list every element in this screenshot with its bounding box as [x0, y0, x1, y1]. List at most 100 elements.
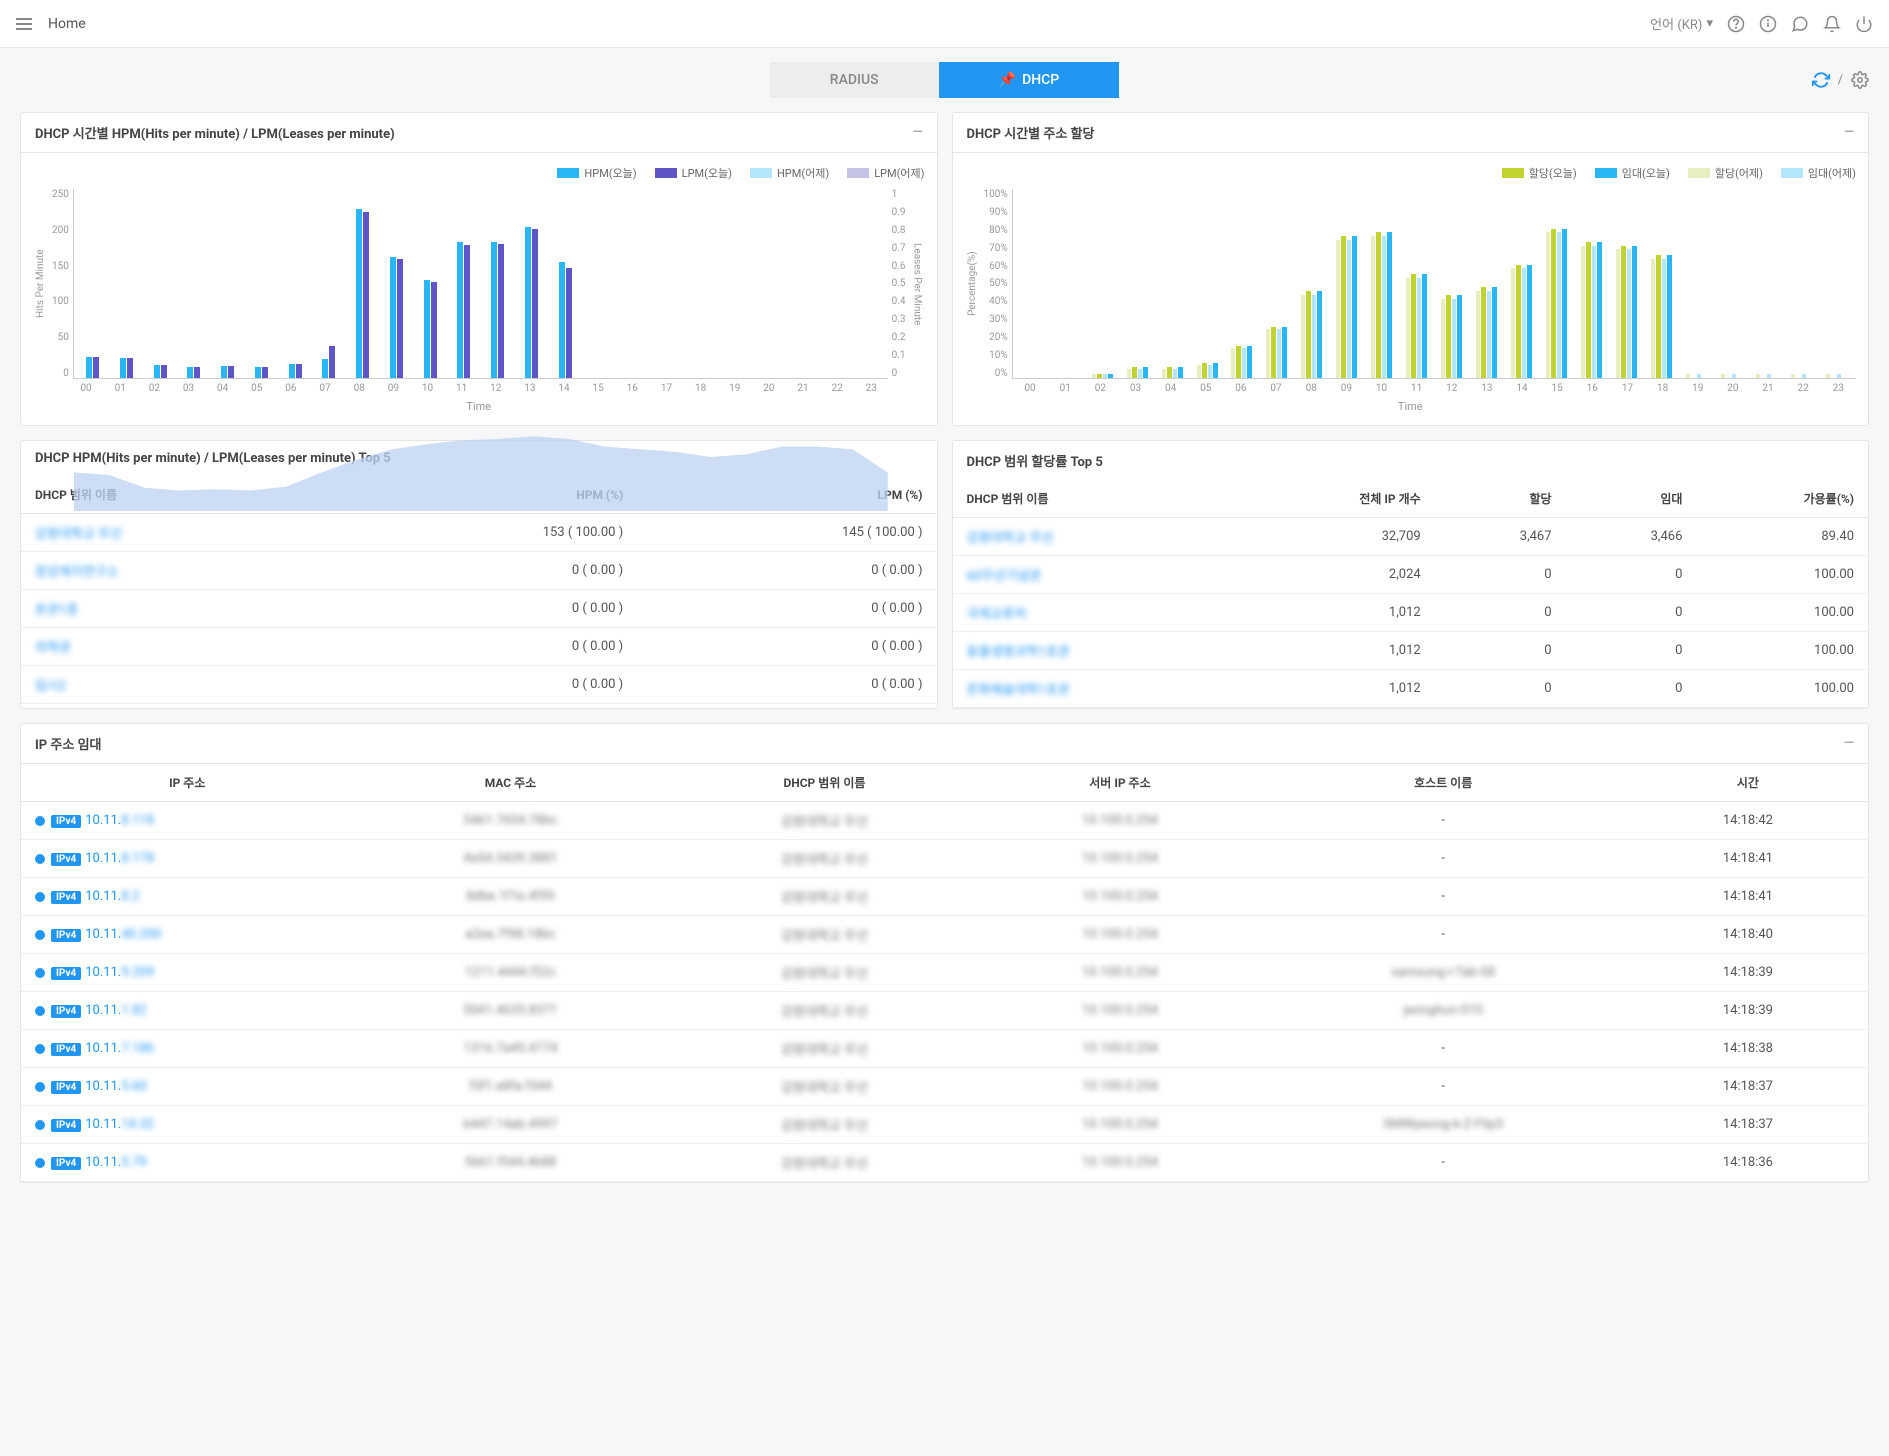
- refresh-icon[interactable]: [1812, 71, 1830, 89]
- bar-group: [76, 189, 110, 378]
- legend-item[interactable]: LPM(오늘): [655, 165, 732, 181]
- status-dot: [35, 892, 45, 902]
- settings-icon[interactable]: [1851, 71, 1869, 89]
- bar-group: [177, 189, 211, 378]
- ip-link[interactable]: 10.11.14.32: [85, 1117, 154, 1132]
- legend-item[interactable]: LPM(어제): [847, 165, 924, 181]
- ip-link[interactable]: 10.11.5.60: [85, 1079, 146, 1094]
- chat-icon[interactable]: [1791, 15, 1809, 33]
- table-row[interactable]: 임시20 ( 0.00 )0 ( 0.00 ): [21, 666, 937, 704]
- table-row[interactable]: IPv410.11.40.200a2ea.7f98.18bc강원대학교 무선10…: [21, 916, 1868, 954]
- ipv4-badge: IPv4: [51, 967, 81, 980]
- pin-icon: 📌: [999, 72, 1016, 88]
- table-row[interactable]: 의학관0 ( 0.00 )0 ( 0.00 ): [21, 628, 937, 666]
- legend-item[interactable]: 임대(오늘): [1595, 165, 1670, 181]
- table-row[interactable]: IPv410.11.8.1784a54.3439.3881강원대학교 무선10.…: [21, 840, 1868, 878]
- bar-group: [582, 189, 616, 378]
- chart1-legend: HPM(오늘) LPM(오늘) HPM(어제) LPM(어제): [33, 165, 925, 181]
- legend-item[interactable]: HPM(어제): [750, 165, 829, 181]
- bar-group: [1714, 189, 1749, 378]
- separator: /: [1838, 73, 1843, 88]
- legend-item[interactable]: 할당(어제): [1688, 165, 1763, 181]
- panel-title: DHCP 범위 할당률 Top 5: [953, 441, 1869, 480]
- x-label: Time: [965, 400, 1857, 413]
- collapse-icon[interactable]: —: [913, 125, 923, 140]
- col-name: DHCP 범위 이름: [21, 476, 338, 514]
- y-label: Percentage(%): [965, 189, 980, 379]
- ip-link[interactable]: 10.11.8.178: [85, 851, 154, 866]
- ip-link[interactable]: 10.11.5.79: [85, 1155, 146, 1170]
- table-row[interactable]: IPv410.11.1.825041.4635.8371강원대학교 무선10.1…: [21, 992, 1868, 1030]
- x-ticks: 0001020304050607080910111213141516171819…: [1013, 383, 1857, 394]
- bar-group: [413, 189, 447, 378]
- table-row[interactable]: 동물생명과학1호관1,01200100.00: [953, 632, 1869, 670]
- bar-group: [1784, 189, 1819, 378]
- ip-link[interactable]: 10.11.9.209: [85, 965, 154, 980]
- ip-link[interactable]: 10.11.8.2: [85, 889, 139, 904]
- table-row[interactable]: 60주년기념관2,02400100.00: [953, 556, 1869, 594]
- language-selector[interactable]: 언어 (KR) ▾: [1650, 14, 1713, 33]
- ipv4-badge: IPv4: [51, 1119, 81, 1132]
- collapse-icon[interactable]: —: [1844, 736, 1854, 751]
- bar-group: [379, 189, 413, 378]
- ip-link[interactable]: 10.11.1.82: [85, 1003, 146, 1018]
- bar-group: [1155, 189, 1190, 378]
- bar-group: [143, 189, 177, 378]
- table-row[interactable]: IPv410.11.8.28dbe.1f1e.4f59강원대학교 무선10.10…: [21, 878, 1868, 916]
- bell-icon[interactable]: [1823, 15, 1841, 33]
- table-row[interactable]: IPv410.11.5.60f3f1.e8fa.f344강원대학교 무선10.1…: [21, 1068, 1868, 1106]
- bar-group: [1504, 189, 1539, 378]
- ip-link[interactable]: 10.11.40.200: [85, 927, 161, 942]
- menu-icon[interactable]: [16, 18, 32, 30]
- info-icon[interactable]: [1759, 15, 1777, 33]
- tab-radius[interactable]: RADIUS: [770, 62, 939, 98]
- table-row[interactable]: IPv410.11.5.795661.f544.4688강원대학교 무선10.1…: [21, 1144, 1868, 1182]
- table-row[interactable]: 창강제지연구소0 ( 0.00 )0 ( 0.00 ): [21, 552, 937, 590]
- legend-item[interactable]: 임대(어제): [1781, 165, 1856, 181]
- bar-group: [1294, 189, 1329, 378]
- legend-item[interactable]: 할당(오늘): [1502, 165, 1577, 181]
- top5-alloc-table: DHCP 범위 이름 전체 IP 개수 할당 임대 가용률(%) 강원대학교 무…: [953, 480, 1869, 708]
- ip-link[interactable]: 10.11.7.186: [85, 1041, 154, 1056]
- ipv4-badge: IPv4: [51, 1005, 81, 1018]
- help-icon[interactable]: [1727, 15, 1745, 33]
- table-row[interactable]: 문화예술대학1호관1,01200100.00: [953, 670, 1869, 708]
- table-row[interactable]: 강원대학교 무선32,7093,4673,46689.40: [953, 518, 1869, 556]
- bar-group: [1120, 189, 1155, 378]
- bar-group: [481, 189, 515, 378]
- tab-dhcp[interactable]: 📌DHCP: [939, 62, 1120, 98]
- table-row[interactable]: IPv410.11.7.1861316.7a45.4774강원대학교 무선10.…: [21, 1030, 1868, 1068]
- col-ip: IP 주소: [21, 764, 353, 802]
- table-row[interactable]: 국제교류처1,01200100.00: [953, 594, 1869, 632]
- table-row[interactable]: IPv410.11.8.1185461.7654.78bc강원대학교 무선10.…: [21, 802, 1868, 840]
- table-row[interactable]: IPv410.11.9.2091211.4444.f52c강원대학교 무선10.…: [21, 954, 1868, 992]
- col-range: DHCP 범위 이름: [667, 764, 981, 802]
- bar-group: [683, 189, 717, 378]
- panel-top5-hpm: DHCP HPM(Hits per minute) / LPM(Leases p…: [20, 440, 938, 709]
- bar-group: [1644, 189, 1679, 378]
- bar-group: [784, 189, 818, 378]
- panel-ip-leases: IP 주소 임대 — IP 주소 MAC 주소 DHCP 범위 이름 서버 IP…: [20, 723, 1869, 1183]
- breadcrumb-home[interactable]: Home: [48, 16, 86, 32]
- table-row[interactable]: 본관1층0 ( 0.00 )0 ( 0.00 ): [21, 590, 937, 628]
- collapse-icon[interactable]: —: [1844, 125, 1854, 140]
- bar-group: [278, 189, 312, 378]
- table-row[interactable]: 강원대학교 무선153 ( 100.00 )145 ( 100.00 ): [21, 514, 937, 552]
- bar-group: [1399, 189, 1434, 378]
- ipv4-badge: IPv4: [51, 1157, 81, 1170]
- status-dot: [35, 816, 45, 826]
- bar-group: [1225, 189, 1260, 378]
- bar-group: [447, 189, 481, 378]
- bar-group: [649, 189, 683, 378]
- legend-item[interactable]: HPM(오늘): [557, 165, 636, 181]
- panel-title: DHCP 시간별 HPM(Hits per minute) / LPM(Leas…: [35, 123, 395, 142]
- ip-link[interactable]: 10.11.8.118: [85, 813, 154, 828]
- status-dot: [35, 1158, 45, 1168]
- table-row[interactable]: IPv410.11.14.32b447.14ab.4997강원대학교 무선10.…: [21, 1106, 1868, 1144]
- ipv4-badge: IPv4: [51, 853, 81, 866]
- bar-group: [1364, 189, 1399, 378]
- bar-group: [1819, 189, 1854, 378]
- col-host: 호스트 이름: [1258, 764, 1627, 802]
- power-icon[interactable]: [1855, 15, 1873, 33]
- bar-group: [1190, 189, 1225, 378]
